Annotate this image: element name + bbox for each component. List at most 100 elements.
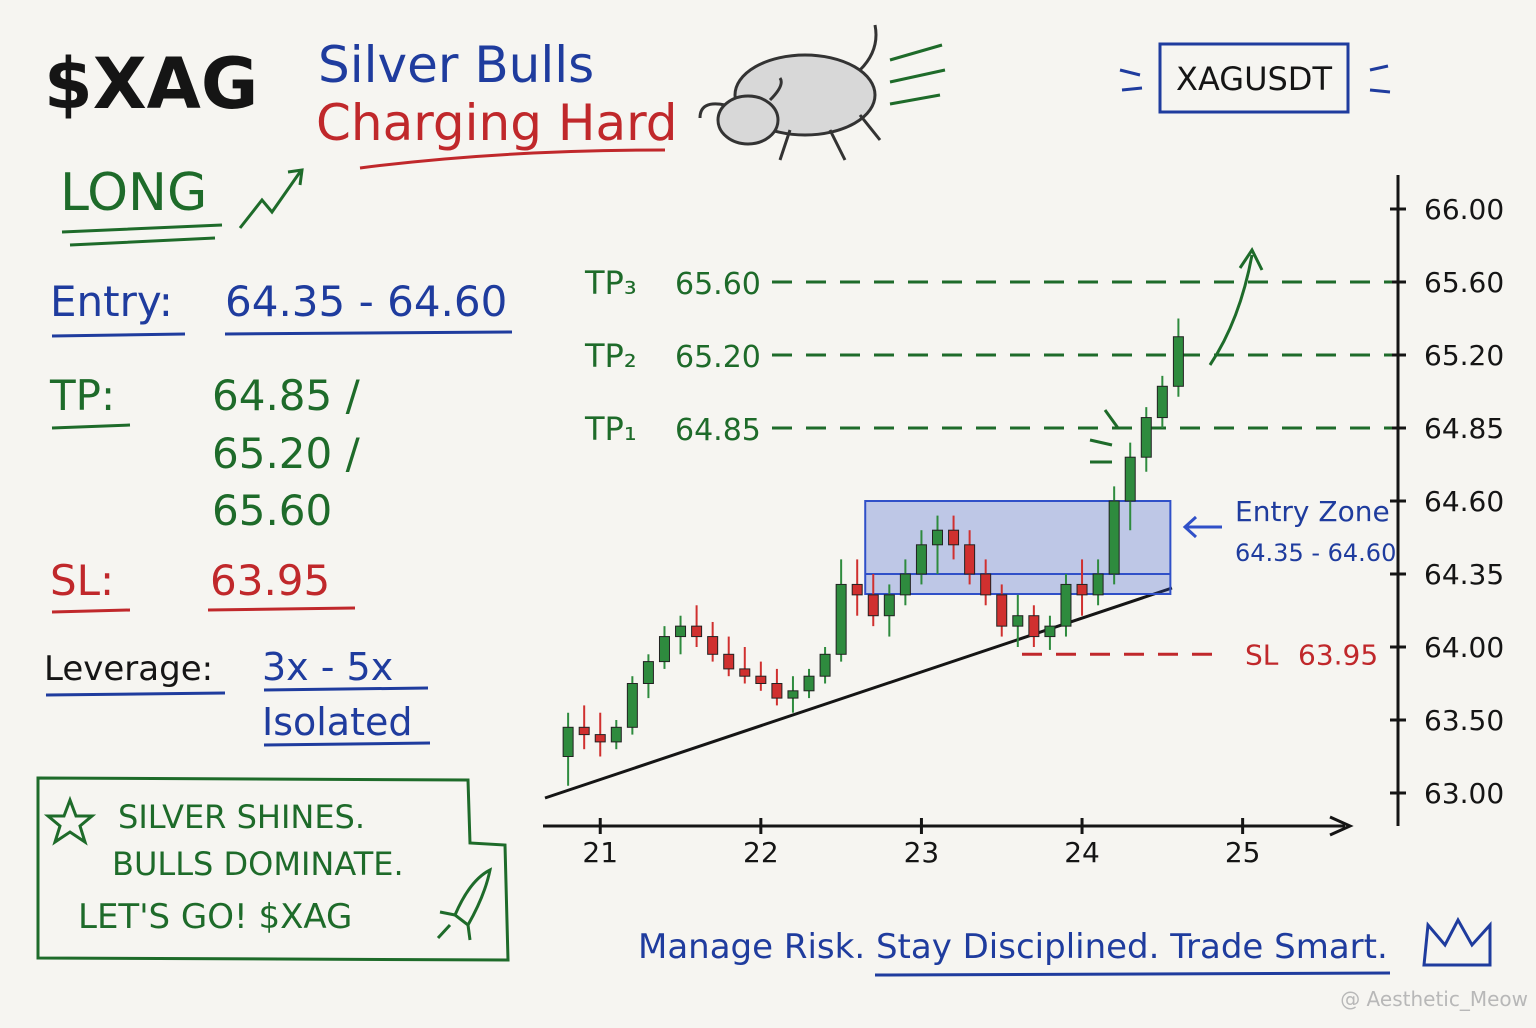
candle-body xyxy=(675,625,687,638)
candle-body xyxy=(771,683,783,699)
underline xyxy=(874,971,1391,977)
y-tick-label: 64.00 xyxy=(1424,631,1504,664)
candle-body xyxy=(851,583,863,596)
underline xyxy=(51,606,356,614)
leverage-value: 3x - 5x xyxy=(262,645,393,689)
tp-label: TP: xyxy=(49,371,115,420)
target-value: 64.85 xyxy=(675,413,761,448)
y-tick-label: 65.60 xyxy=(1424,266,1504,299)
candle-body xyxy=(948,529,960,546)
dashes xyxy=(1119,64,1391,94)
candle-body xyxy=(578,726,590,736)
candle-body xyxy=(1124,456,1136,502)
underline xyxy=(51,423,131,430)
candle-body xyxy=(1092,573,1104,596)
candle-body xyxy=(819,653,831,677)
y-tick-label: 63.00 xyxy=(1424,777,1504,810)
candle-body xyxy=(610,726,622,743)
candle-body xyxy=(642,661,654,684)
leverage-label: Leverage: xyxy=(44,649,213,689)
callout-box xyxy=(36,776,510,962)
crown-icon xyxy=(1422,916,1492,967)
candle-body xyxy=(915,544,927,575)
stop-value: 63.95 xyxy=(1298,638,1378,671)
x-tick-label: 21 xyxy=(582,836,618,869)
candle-body xyxy=(723,653,735,670)
y-tick-label: 65.20 xyxy=(1424,339,1504,372)
underline xyxy=(51,330,513,338)
tp-value: 65.20 / xyxy=(212,429,361,478)
underline xyxy=(61,223,223,247)
y-tick-label: 63.50 xyxy=(1424,704,1504,737)
candle-body xyxy=(803,675,815,692)
x-tick-label: 23 xyxy=(904,836,940,869)
symbol-box xyxy=(1158,42,1350,114)
candle-body xyxy=(707,636,719,655)
candle-body xyxy=(867,594,879,617)
target-arrow xyxy=(1208,247,1264,366)
rocket-icon xyxy=(436,867,493,941)
symbol: XAGUSDT xyxy=(1176,60,1332,98)
candle-body xyxy=(932,529,943,546)
candle-body xyxy=(562,726,574,757)
target-value: 65.60 xyxy=(675,267,761,302)
candle-body xyxy=(835,583,847,655)
candle-body xyxy=(787,690,799,699)
candle-body xyxy=(964,544,976,575)
entry-value: 64.35 - 64.60 xyxy=(225,277,507,326)
candle-body xyxy=(1172,336,1184,387)
star-icon xyxy=(43,795,97,846)
y-tick-label: 64.35 xyxy=(1424,558,1504,591)
footer: Manage Risk. Stay Disciplined. Trade Sma… xyxy=(638,927,1388,967)
candle-body xyxy=(1028,615,1040,638)
candle-body xyxy=(996,594,1008,627)
candle-body xyxy=(691,625,703,638)
x-tick-label: 22 xyxy=(743,836,779,869)
candle-body xyxy=(1108,500,1120,575)
candle-body xyxy=(594,734,606,743)
up-arrow xyxy=(238,168,304,229)
x-tick-label: 24 xyxy=(1064,836,1100,869)
entry-arrow xyxy=(1182,515,1222,539)
y-tick-label: 66.00 xyxy=(1424,193,1504,226)
callout-line: BULLS DOMINATE. xyxy=(112,845,404,883)
candle-body xyxy=(739,668,751,677)
callout-line: LET'S GO! $XAG xyxy=(78,897,352,937)
sl-value: 63.95 xyxy=(210,556,330,605)
direction: LONG xyxy=(60,163,207,223)
entry-zone-label: Entry Zone xyxy=(1235,495,1390,528)
target-name: TP₁ xyxy=(584,410,637,448)
candle-body xyxy=(755,675,767,685)
target-name: TP₂ xyxy=(584,337,637,375)
candle-body xyxy=(658,636,670,663)
target-name: TP₃ xyxy=(584,264,637,302)
title-line1: Silver Bulls xyxy=(318,36,594,94)
stop-name: SL xyxy=(1245,638,1279,671)
candle-body xyxy=(1140,417,1152,458)
entry-label: Entry: xyxy=(50,277,173,326)
trendline xyxy=(544,586,1173,800)
title-line2: Charging Hard xyxy=(316,94,678,152)
candle-body xyxy=(1012,615,1024,627)
candle-body xyxy=(1156,385,1168,419)
target-value: 65.20 xyxy=(675,340,761,375)
tp-value: 64.85 / xyxy=(212,371,361,420)
candle-body xyxy=(1060,583,1072,627)
y-tick-label: 64.60 xyxy=(1424,485,1504,518)
underline xyxy=(359,148,666,170)
ticker: $XAG xyxy=(44,43,258,125)
x-axis-arrow xyxy=(1329,815,1354,837)
candle-body xyxy=(626,683,638,728)
spark-lines xyxy=(1089,409,1120,464)
candle-body xyxy=(980,573,992,596)
tp-value: 65.60 xyxy=(212,486,332,535)
x-tick-label: 25 xyxy=(1225,836,1261,869)
candle-body xyxy=(1044,625,1056,638)
callout-line: SILVER SHINES. xyxy=(118,798,365,836)
candle-body xyxy=(899,573,911,596)
margin-mode: Isolated xyxy=(262,700,413,744)
motion-lines xyxy=(889,43,946,106)
entry-zone xyxy=(864,500,1172,595)
